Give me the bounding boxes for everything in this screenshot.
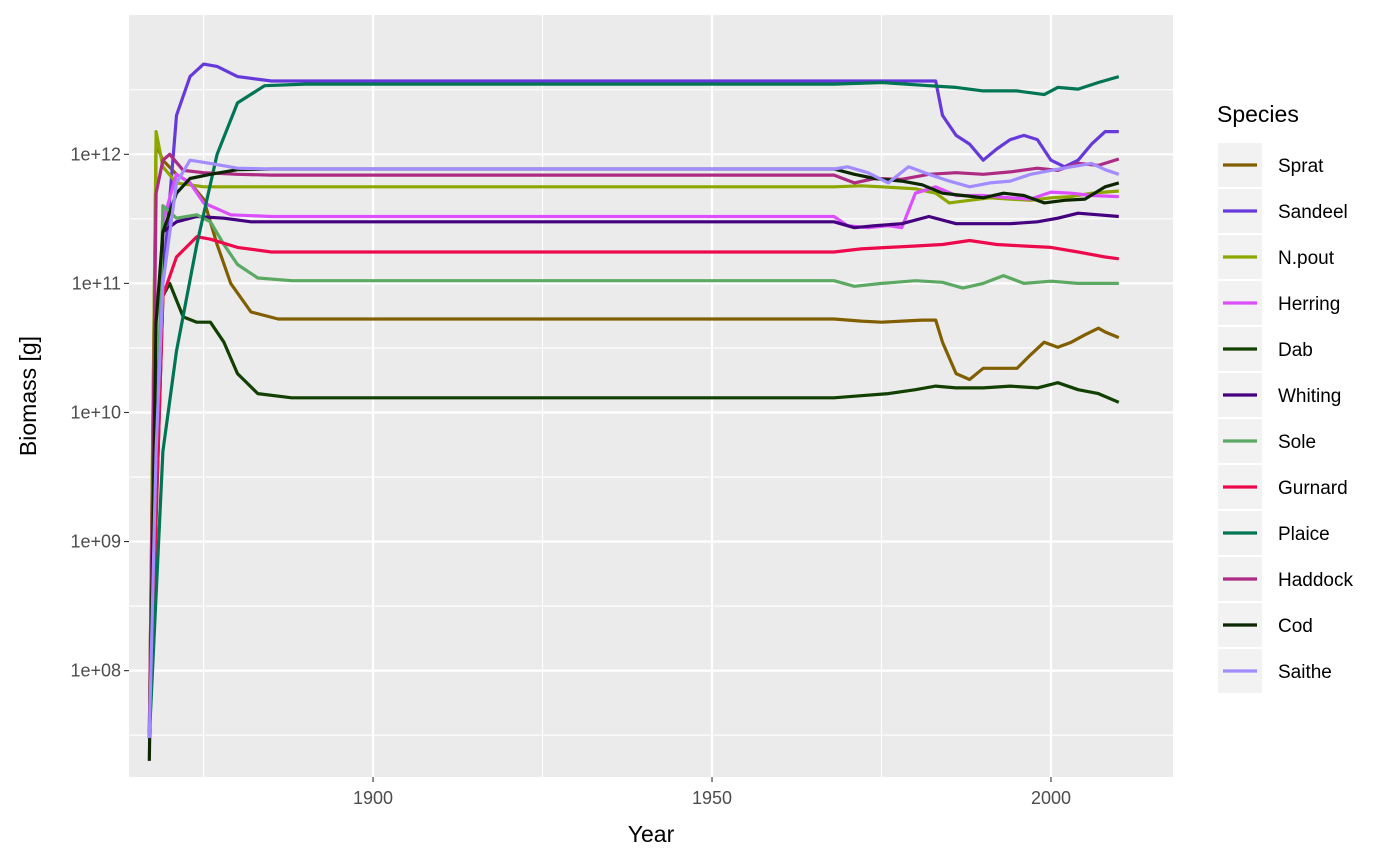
legend-label-herring: Herring bbox=[1278, 294, 1340, 315]
y-axis-ticks: 1e+08 1e+09 1e+10 1e+11 1e+12 bbox=[70, 144, 129, 681]
y-tick-label: 1e+11 bbox=[72, 273, 121, 293]
series-line-saithe bbox=[147, 158, 1120, 739]
x-tick-label: 2000 bbox=[1031, 788, 1071, 808]
legend: Species Sprat Sandeel N.pout Herring Dab Whit… bbox=[1217, 101, 1353, 693]
y-axis-title: Biomass [g] bbox=[15, 336, 41, 456]
legend-label-gurnard: Gurnard bbox=[1278, 478, 1348, 499]
series-line-herring bbox=[147, 172, 1119, 739]
legend-items: Sprat Sandeel N.pout Herring Dab Whiting Sole G… bbox=[1218, 143, 1353, 693]
panel-background bbox=[129, 15, 1173, 777]
x-tick-label: 1950 bbox=[692, 788, 732, 808]
x-axis-title: Year bbox=[628, 821, 675, 847]
series-line-gurnard bbox=[147, 235, 1120, 739]
major-gridlines bbox=[129, 15, 1173, 777]
minor-gridlines bbox=[129, 15, 1173, 777]
series-line-sandeel bbox=[147, 62, 1119, 739]
y-tick-label: 1e+09 bbox=[70, 532, 121, 552]
series-line-sprat bbox=[147, 142, 1120, 739]
legend-label-dab: Dab bbox=[1278, 340, 1313, 361]
legend-label-plaice: Plaice bbox=[1278, 524, 1330, 545]
series-line-dab bbox=[147, 281, 1120, 739]
legend-label-sandeel: Sandeel bbox=[1278, 202, 1348, 223]
legend-label-haddock: Haddock bbox=[1278, 570, 1353, 591]
x-axis-ticks: 1900 1950 2000 bbox=[353, 777, 1071, 808]
legend-label-saithe: Saithe bbox=[1278, 662, 1332, 683]
series-line-cod bbox=[147, 167, 1120, 761]
y-tick-label: 1e+10 bbox=[70, 402, 121, 422]
legend-label-sprat: Sprat bbox=[1278, 156, 1324, 177]
legend-label-sole: Sole bbox=[1278, 432, 1316, 453]
legend-label-whiting: Whiting bbox=[1278, 386, 1341, 407]
legend-title: Species bbox=[1217, 101, 1299, 127]
legend-label-n-pout: N.pout bbox=[1278, 248, 1335, 269]
series-lines bbox=[147, 62, 1120, 761]
x-tick-label: 1900 bbox=[353, 788, 393, 808]
legend-label-cod: Cod bbox=[1278, 616, 1313, 637]
y-tick-label: 1e+12 bbox=[70, 144, 121, 164]
series-line-plaice bbox=[147, 75, 1120, 739]
y-tick-label: 1e+08 bbox=[70, 661, 121, 681]
